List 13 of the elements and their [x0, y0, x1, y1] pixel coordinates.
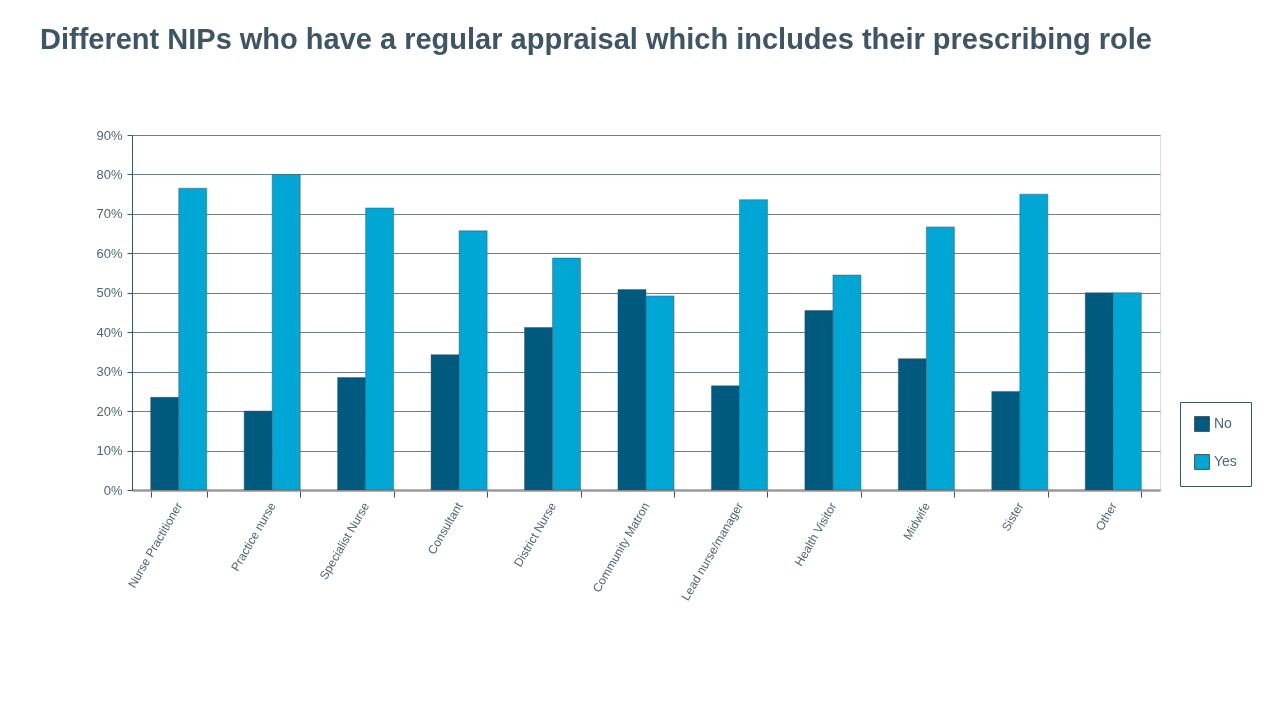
y-tick-label: 0%	[103, 482, 123, 498]
y-tick-label: 70%	[96, 206, 123, 222]
y-tick-label: 20%	[96, 403, 123, 419]
y-tick-label: 90%	[96, 127, 123, 143]
y-tick-label: 60%	[96, 245, 123, 261]
chart-title: Different NIPs who have a regular appraisal which includes their prescribing role	[40, 23, 1152, 55]
legend-label: No	[1214, 415, 1233, 431]
y-tick-label: 80%	[96, 166, 123, 182]
y-tick-label: 40%	[96, 324, 123, 340]
y-tick-label: 10%	[96, 443, 123, 459]
legend-label: Yes	[1214, 453, 1237, 469]
y-tick-label: 50%	[96, 285, 123, 301]
y-tick-label: 30%	[96, 364, 123, 380]
